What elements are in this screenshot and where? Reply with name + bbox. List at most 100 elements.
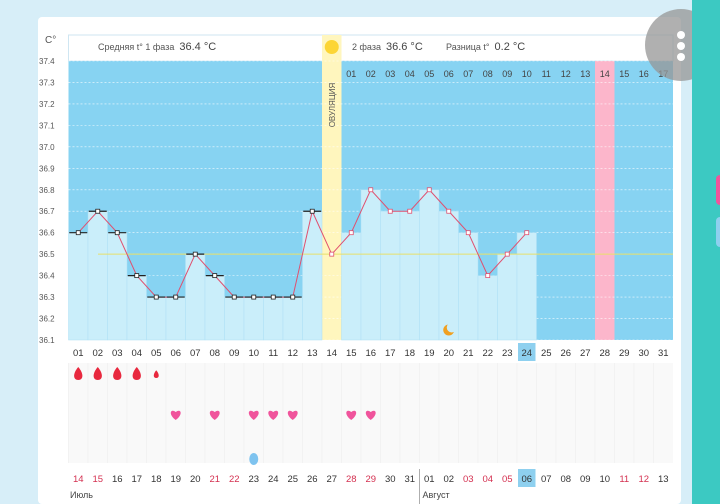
temperature-point [192,251,198,257]
phase2-day-label: 06 [444,69,454,79]
calendar-date: 16 [112,474,123,485]
calendar-date: 14 [73,474,84,485]
y-tick-label: 36.3 [39,293,55,302]
calendar-date: 03 [463,474,474,485]
calendar-date: 26 [307,474,318,485]
cycle-day-label: 10 [248,348,259,359]
cycle-day-label: 23 [502,348,513,359]
cycle-day-label: 14 [326,348,337,359]
cycle-day-label: 20 [443,348,454,359]
temperature-bar [399,210,420,341]
cycle-day-label: 30 [638,348,649,359]
phase2-value: 36.6 °C [385,41,423,53]
calendar-date: 08 [560,474,571,485]
temperature-point [173,294,179,300]
phase1-label: Средняя t° 1 фаза [98,42,175,52]
sun-icon [324,40,339,54]
temp-diff: Разница t° 0.2 °C [446,41,525,53]
y-tick-label: 36.8 [39,186,55,195]
highlight-column [595,61,615,340]
calendar-date: 05 [502,474,513,485]
y-tick-label: 36.5 [39,250,55,259]
temperature-bar [497,253,518,341]
temperature-chart: C° 01 02 03 04 05 06 07 08 09 10 11 12 13 14 15 16 17 37.4… [39,34,674,504]
calendar-date: 29 [365,474,376,485]
highlight-header-cell [595,62,615,83]
heart-icon [287,410,298,420]
calendar-date: 24 [268,474,279,485]
side-tab-blue[interactable] [716,217,720,247]
cycle-day-label: 22 [482,348,493,359]
y-tick-label: 36.2 [39,315,55,324]
ovulation-label: ОВУЛЯЦИЯ [328,82,337,127]
temperature-bar [341,232,362,341]
phase2-day-label: 09 [502,69,512,79]
cycle-day-label: 15 [346,348,357,359]
heart-icon [170,410,181,420]
temperature-point [348,230,354,236]
blood-drop-icon [74,367,83,380]
temperature-point [153,294,159,300]
month-label: Июль [70,490,93,500]
calendar-date: 13 [658,474,669,485]
calendar-date: 15 [92,474,103,485]
calendar-date: 06 [521,474,532,485]
calendar-date: 07 [541,474,552,485]
temperature-point [114,230,120,236]
heart-icon [365,410,376,420]
cycle-day-label: 07 [190,348,201,359]
side-tab-pink[interactable] [716,175,720,205]
diff-value: 0.2 °C [494,41,526,53]
temperature-bar [204,275,225,341]
calendar-date: 17 [131,474,142,485]
temperature-point [212,273,218,279]
temperature-point [504,251,510,257]
calendar-date: 01 [424,474,435,485]
calendar-date: 28 [346,474,357,485]
temperature-bar [185,253,206,341]
temperature-point [134,273,140,279]
temperature-point [368,187,374,193]
calendar-date: 31 [404,474,415,485]
temperature-point [95,208,101,214]
cycle-day-label: 16 [365,348,376,359]
cycle-day-label: 06 [170,348,181,359]
phase2-label: 2 фаза [352,42,381,52]
phase2-day-label: 05 [424,69,434,79]
y-tick-label: 36.6 [39,229,55,238]
cycle-day-label: 29 [619,348,630,359]
cycle-day-label: 05 [151,348,162,359]
side-panel [692,0,720,504]
menu-dot-icon [677,31,685,39]
phase2-day-label: 15 [619,69,629,79]
temperature-point [329,251,335,257]
calendar-date: 27 [326,474,337,485]
cycle-day-label: 19 [424,348,435,359]
calendar-date: 21 [209,474,220,485]
temperature-point [465,230,471,236]
phase2-day-label: 12 [561,69,571,79]
cycle-day-label: 03 [112,348,123,359]
phase2-day-label: 07 [463,69,473,79]
temperature-point [290,294,296,300]
temperature-point [309,208,315,214]
calendar-date: 11 [619,474,629,485]
cycle-day-label: 01 [73,348,84,359]
temperature-bar [380,210,401,341]
cycle-day-label: 08 [209,348,220,359]
cycle-day-label: 24 [521,348,532,359]
y-tick-label: 37.2 [39,100,55,109]
moon-icon-cut [446,322,457,333]
today-cycle-cell [518,343,536,361]
temperature-bar [419,189,440,341]
calendar-date: 09 [580,474,591,485]
cycle-day-label: 31 [658,348,669,359]
y-tick-label: 37.0 [39,143,55,152]
y-tick-label: 37.3 [39,78,55,87]
calendar-date: 23 [248,474,259,485]
temperature-point [524,230,530,236]
cycle-day-label: 11 [268,348,278,359]
y-unit-label: C° [45,35,56,46]
calendar-date: 12 [638,474,649,485]
phase2-avg: 2 фаза 36.6 °C [352,41,423,53]
